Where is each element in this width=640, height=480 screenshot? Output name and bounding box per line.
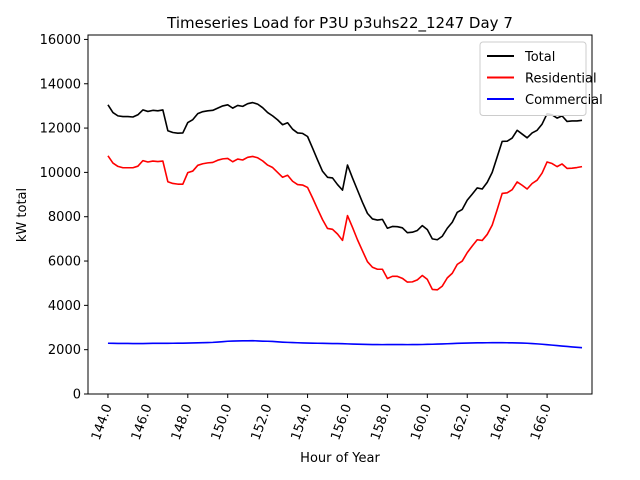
y-tick-label: 6000 xyxy=(48,255,81,270)
chart-title: Timeseries Load for P3U p3uhs22_1247 Day… xyxy=(166,14,513,33)
y-tick-label: 10000 xyxy=(40,166,81,181)
series-line-residential xyxy=(107,155,583,291)
legend: Total Residential Commercial xyxy=(479,41,603,116)
legend-label-commercial: Commercial xyxy=(525,93,603,108)
y-axis-label: kW total xyxy=(15,188,30,242)
y-tick-label: 16000 xyxy=(40,33,81,48)
y-tick-label: 8000 xyxy=(48,210,81,225)
y-tick-label: 12000 xyxy=(40,122,81,137)
x-axis-label: Hour of Year xyxy=(300,451,380,466)
y-tick-label: 2000 xyxy=(48,343,81,358)
y-tick-label: 14000 xyxy=(40,77,81,92)
y-tick-label: 4000 xyxy=(48,299,81,314)
legend-box xyxy=(479,41,587,116)
series-line-commercial xyxy=(107,339,583,349)
y-axis-ticks: 0 2000 4000 6000 8000 10000 12000 14000 16000 xyxy=(40,33,88,403)
series-lines xyxy=(107,101,583,349)
legend-label-total: Total xyxy=(524,50,555,65)
axes-frame xyxy=(87,34,593,395)
legend-label-residential: Residential xyxy=(525,72,597,87)
series-line-total xyxy=(107,101,583,241)
y-tick-label: 0 xyxy=(73,388,81,403)
